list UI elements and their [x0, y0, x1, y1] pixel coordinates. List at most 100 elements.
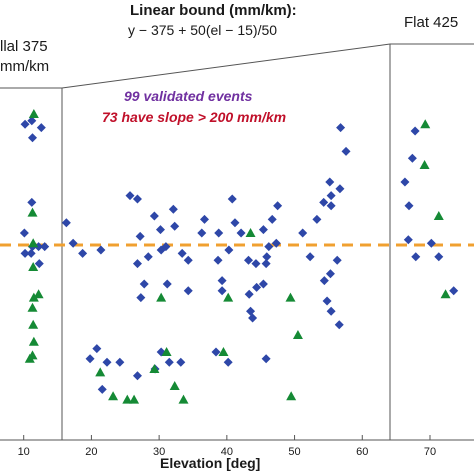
- right-label: Flat 425: [404, 14, 459, 31]
- diamond-point-12: [61, 218, 71, 228]
- diamond-point-78: [319, 197, 329, 207]
- slope-events-label: 73 have slope > 200 mm/km: [102, 109, 287, 125]
- diamond-point-30: [155, 225, 165, 235]
- diamond-point-26: [132, 259, 142, 269]
- diamond-point-23: [125, 191, 135, 201]
- triangle-point-3: [28, 262, 39, 271]
- diamond-point-40: [183, 255, 193, 265]
- diamond-point-46: [213, 255, 223, 265]
- bound-formula: y − 375 + 50(el − 15)/50: [128, 22, 278, 38]
- diamond-point-44: [199, 214, 209, 224]
- diamond-point-70: [305, 252, 315, 262]
- triangle-point-23: [285, 292, 296, 302]
- diamond-point-64: [262, 252, 272, 262]
- diamond-point-62: [261, 259, 271, 269]
- diamond-point-17: [85, 354, 95, 364]
- diamond-point-13: [68, 238, 78, 248]
- diamond-point-49: [211, 347, 221, 357]
- triangle-point-21: [223, 292, 234, 302]
- diamond-point-58: [246, 306, 256, 316]
- x-axis-ticks: 10 20 30 40 50 60 70: [18, 435, 436, 458]
- diamond-point-47: [217, 276, 227, 286]
- diamond-point-77: [332, 255, 342, 265]
- diamond-point-21: [97, 384, 107, 394]
- diamond-point-57: [244, 289, 254, 299]
- diamond-point-75: [334, 320, 344, 330]
- triangle-point-24: [286, 391, 297, 401]
- diamond-point-92: [426, 238, 436, 248]
- diamond-point-38: [168, 204, 178, 214]
- diamond-point-48: [217, 286, 227, 296]
- x-tick-label-30: 30: [153, 446, 165, 458]
- diamond-point-5: [19, 228, 29, 238]
- left-label-1: llal 375: [0, 38, 48, 55]
- triangle-point-28: [433, 211, 444, 220]
- diamond-point-24: [132, 194, 142, 204]
- triangle-point-25: [292, 330, 303, 339]
- diamond-point-90: [403, 235, 413, 245]
- diamond-point-11: [34, 259, 44, 269]
- diamond-point-27: [136, 293, 146, 303]
- triangle-point-11: [95, 367, 106, 377]
- diamond-point-52: [230, 218, 240, 228]
- diamond-point-74: [326, 306, 336, 316]
- triangle-point-7: [28, 319, 39, 329]
- diamond-point-18: [102, 357, 112, 367]
- diamond-point-4: [27, 197, 37, 207]
- diamond-point-73: [322, 296, 332, 306]
- plot-frame: [0, 43, 474, 441]
- diamond-point-22: [139, 279, 149, 289]
- triangle-point-27: [420, 119, 431, 129]
- triangle-point-22: [245, 228, 256, 237]
- x-tick-label-20: 20: [85, 446, 97, 458]
- x-tick-label-10: 10: [18, 446, 30, 458]
- triangle-point-16: [156, 292, 167, 302]
- diamond-point-39: [170, 221, 180, 231]
- triangle-point-0: [28, 109, 39, 118]
- diamond-point-60: [252, 282, 262, 292]
- triangle-point-18: [169, 381, 180, 390]
- diamond-point-43: [197, 228, 207, 238]
- triangle-point-10: [24, 353, 35, 363]
- diamond-point-50: [223, 357, 233, 367]
- triangle-point-2: [28, 238, 39, 248]
- diamond-point-20: [132, 371, 142, 381]
- diamond-point-91: [411, 252, 421, 262]
- triangle-point-5: [28, 292, 39, 302]
- diamond-point-76: [325, 269, 335, 279]
- diamond-point-72: [319, 276, 329, 286]
- diamond-point-51: [227, 194, 237, 204]
- diamond-point-28: [143, 252, 153, 262]
- diamond-point-71: [312, 214, 322, 224]
- triangle-point-13: [122, 394, 133, 404]
- diamond-point-3: [36, 123, 46, 133]
- triangle-point-1: [27, 207, 38, 217]
- diamond-point-56: [251, 259, 261, 269]
- diamond-point-29: [149, 211, 159, 221]
- x-tick-label-70: 70: [424, 446, 436, 458]
- diamond-point-6: [20, 248, 30, 258]
- diamond-point-63: [264, 242, 274, 252]
- diamond-point-86: [410, 126, 420, 136]
- diamond-point-16: [92, 344, 102, 354]
- diamond-point-10: [26, 248, 36, 258]
- diamond-point-84: [336, 123, 346, 133]
- diamond-point-81: [325, 177, 335, 187]
- x-tick-label-50: 50: [288, 446, 300, 458]
- diamond-point-94: [449, 286, 459, 296]
- diamond-point-15: [96, 245, 106, 255]
- triangle-point-26: [419, 160, 430, 169]
- diamond-point-41: [177, 248, 187, 258]
- triangle-point-14: [129, 394, 140, 404]
- diamond-point-42: [183, 286, 193, 296]
- triangle-point-19: [178, 394, 189, 404]
- diamond-point-69: [298, 228, 308, 238]
- diamond-point-89: [404, 201, 414, 211]
- triangle-point-12: [108, 391, 119, 401]
- triangle-point-15: [149, 364, 160, 373]
- validated-events-label: 99 validated events: [124, 88, 253, 104]
- diamond-point-9: [40, 242, 50, 252]
- diamond-point-88: [400, 177, 410, 187]
- diamond-point-32: [156, 245, 166, 255]
